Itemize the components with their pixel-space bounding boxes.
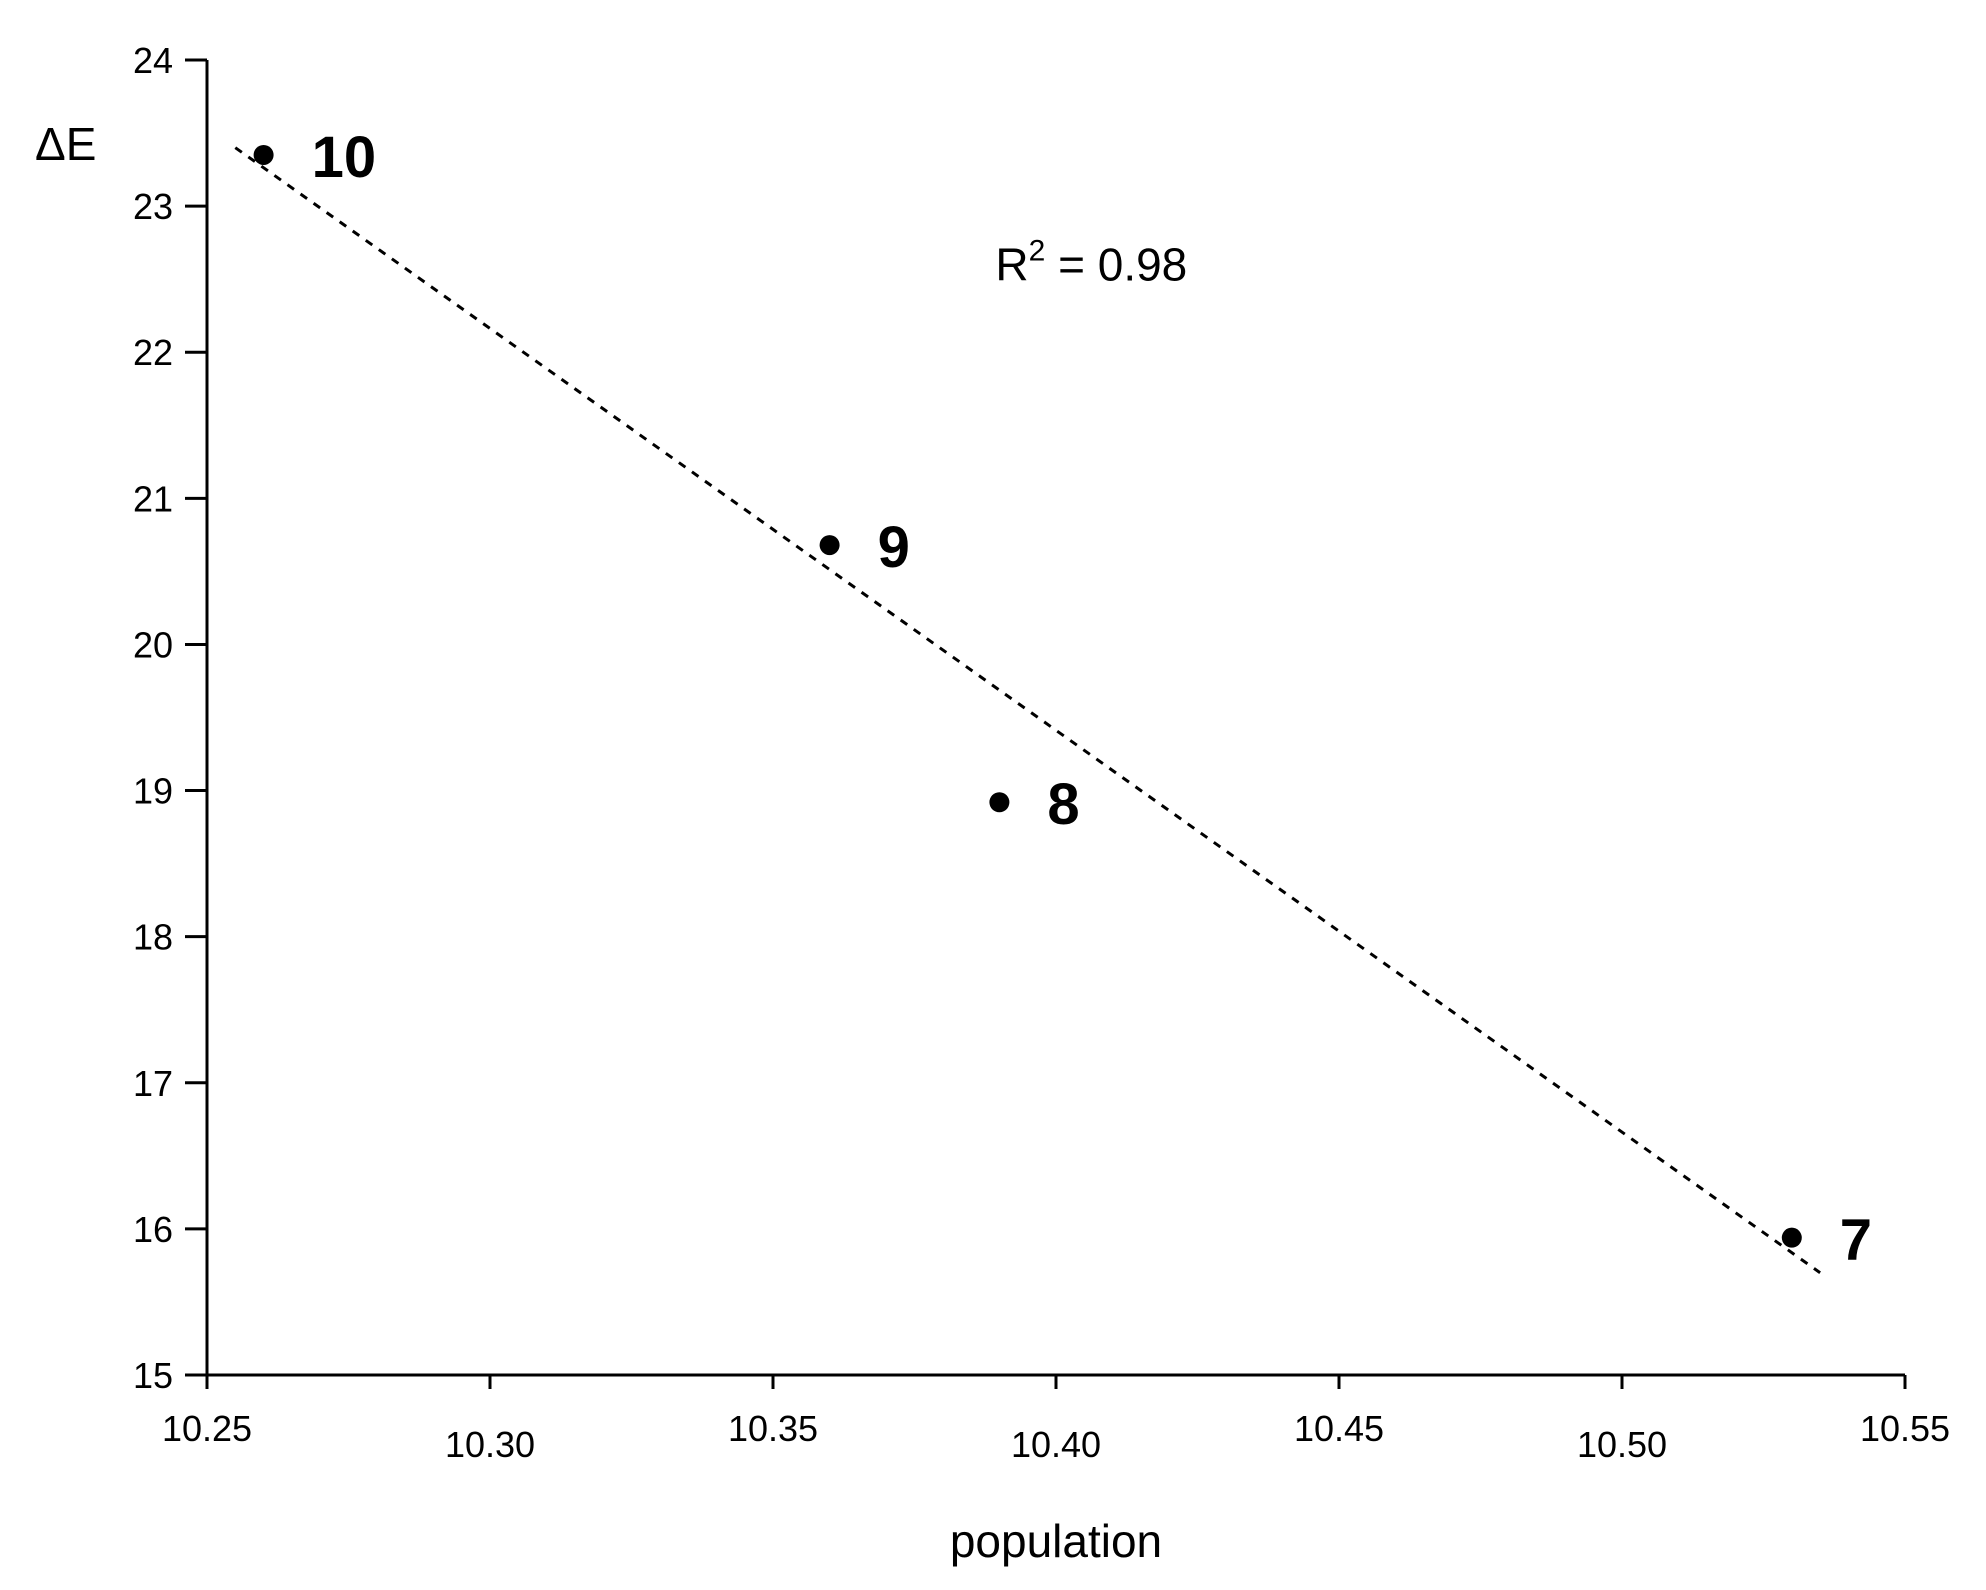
y-tick-label: 17 — [133, 1063, 173, 1104]
x-tick-label: 10.45 — [1294, 1408, 1384, 1449]
ticks: 10.25 10.30 10.35 10.40 10.45 10.50 10.55 15 16 1… — [133, 40, 1950, 1465]
r-squared-superscript: 2 — [1029, 235, 1046, 268]
y-tick-label: 23 — [133, 186, 173, 227]
x-tick-label: 10.55 — [1860, 1408, 1950, 1449]
y-tick-label: 24 — [133, 40, 173, 81]
r-squared-annotation: R2 = 0.98 — [995, 235, 1187, 291]
y-axis-title: ΔE — [35, 118, 96, 170]
x-tick-label: 10.35 — [728, 1408, 818, 1449]
data-point — [1781, 1227, 1802, 1248]
data-point-label: 9 — [878, 515, 910, 580]
data-point-label: 7 — [1840, 1208, 1872, 1273]
trendline-group — [234, 146, 1821, 1274]
y-tick-label: 19 — [133, 771, 173, 812]
y-tick-label: 20 — [133, 624, 173, 665]
trendline — [234, 146, 1821, 1274]
r-squared-value: = 0.98 — [1045, 239, 1187, 291]
x-tick-label: 10.25 — [162, 1408, 252, 1449]
y-tick-label: 22 — [133, 332, 173, 373]
x-tick-label: 10.30 — [445, 1424, 535, 1465]
x-tick-label: 10.50 — [1577, 1424, 1667, 1465]
data-points: 10 9 8 7 — [253, 125, 1872, 1273]
data-point — [819, 535, 840, 556]
x-axis-title: population — [950, 1515, 1162, 1567]
y-tick-label: 16 — [133, 1209, 173, 1250]
x-tick-label: 10.40 — [1011, 1424, 1101, 1465]
data-point-label: 8 — [1047, 772, 1079, 837]
data-point — [253, 144, 274, 165]
y-tick-label: 18 — [133, 917, 173, 958]
data-point-label: 10 — [312, 125, 377, 190]
y-tick-label: 21 — [133, 478, 173, 519]
data-point — [989, 792, 1010, 813]
y-tick-label: 15 — [133, 1355, 173, 1396]
r-squared-base: R — [995, 239, 1028, 291]
